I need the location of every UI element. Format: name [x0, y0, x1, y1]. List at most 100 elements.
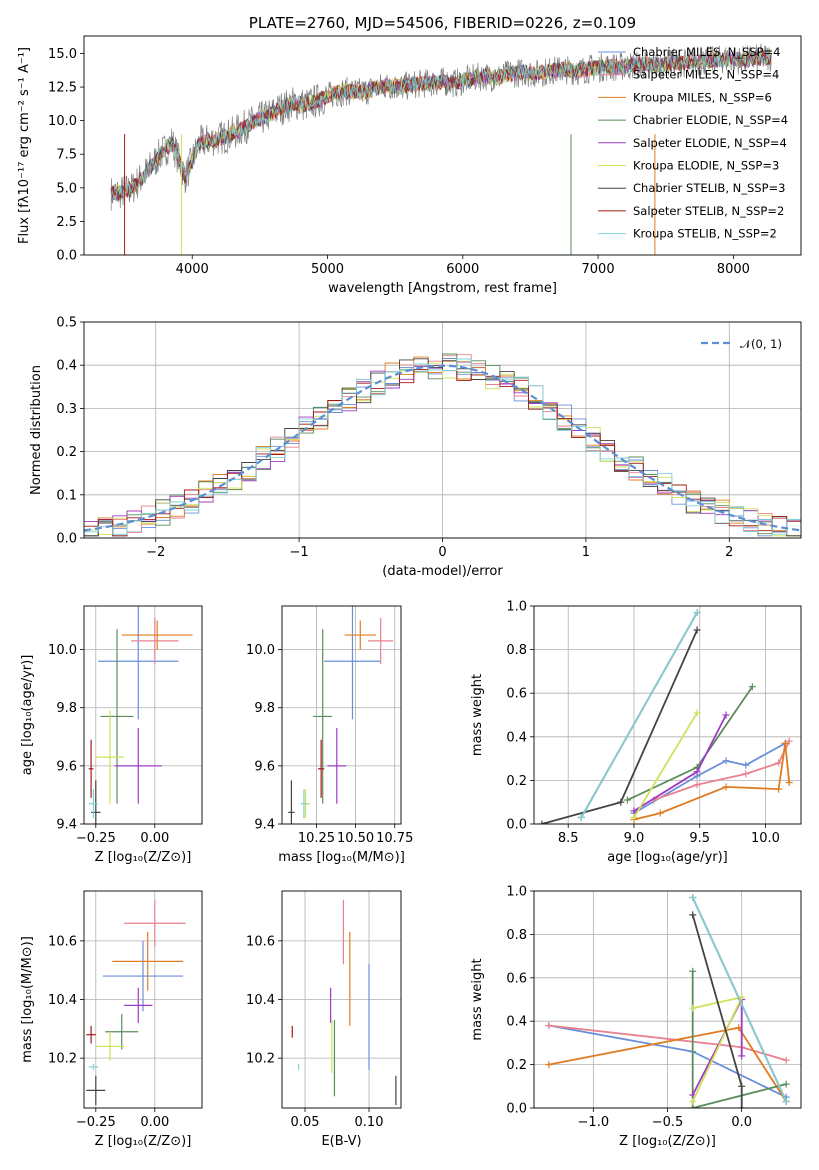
- legend-label: Kroupa MILES, N_SSP=6: [633, 90, 772, 104]
- y-tick-label: 10.6: [48, 934, 77, 949]
- x-axis-label: age [log₁₀(age/yr)]: [607, 850, 728, 865]
- y-tick-label: 9.8: [254, 701, 275, 716]
- residuals-panel: −2 −1 0 1 2 0.0 0.1 0.2 0.3 0.4 0.5 (data-model)/er…: [29, 316, 802, 579]
- y-tick-label: 0.5: [56, 316, 77, 331]
- x-tick-label: 8000: [717, 262, 750, 277]
- x-tick-label: 0.00: [140, 831, 169, 846]
- y-tick-label: 0.1: [56, 488, 77, 503]
- y-tick-label: 0.4: [506, 1015, 527, 1030]
- spectrum-panel: 4000 5000 6000 7000 8000 0.0 2.5 5.0 7.5 10.0 12.5…: [17, 14, 802, 296]
- x-tick-label: 4000: [176, 262, 209, 277]
- normal-curve-line: [84, 364, 801, 532]
- weight-line-salpeter_elodie: [633, 714, 727, 812]
- axes-frame: [83, 321, 802, 539]
- legend-label: Chabrier STELIB, N_SSP=3: [633, 181, 785, 195]
- y-tick-label: 9.4: [254, 818, 275, 833]
- y-tick-label: 0.8: [506, 928, 527, 943]
- y-tick-label: 9.8: [56, 701, 77, 716]
- weight_vs_age-panel: 8.5 9.0 9.5 10.0 0.0 0.2 0.4 0.6 0.8 1.0 age [log₁…: [470, 600, 802, 865]
- axes-frame: [83, 35, 802, 256]
- axes-frame: [281, 605, 402, 825]
- x-axis-label: Z [log₁₀(Z/Z⊙)]: [95, 850, 192, 865]
- y-axis-label: mass weight: [470, 958, 485, 1040]
- weight-line-kroupa_elodie: [691, 996, 744, 1102]
- x-tick-label: 0: [438, 545, 446, 560]
- x-tick-label: 0.00: [140, 1115, 169, 1130]
- legend-label: Chabrier ELODIE, N_SSP=4: [633, 113, 788, 127]
- y-tick-label: 10.0: [246, 643, 275, 658]
- y-tick-label: 12.5: [48, 81, 77, 96]
- y-tick-label: 2.5: [56, 215, 77, 230]
- weight_vs_z-plot-area: [545, 894, 790, 1108]
- y-axis-label: age [log₁₀(age/yr)]: [20, 655, 35, 776]
- y-tick-label: 0.6: [506, 687, 527, 702]
- age_vs_z-plot-area: [88, 606, 193, 824]
- legend-label: Kroupa ELODIE, N_SSP=3: [633, 159, 779, 173]
- x-axis-label: wavelength [Angstrom, rest frame]: [328, 281, 557, 296]
- weight-line-kroupa_elodie: [633, 712, 698, 818]
- y-tick-label: 0.6: [506, 971, 527, 986]
- weight_vs_age-plot-area: [538, 609, 793, 824]
- age_vs_z-panel: −0.25 0.00 9.4 9.6 9.8 10.0 Z [log₁₀(Z/Z⊙)] age…: [20, 605, 203, 865]
- y-tick-label: 0.0: [56, 249, 77, 264]
- weight-line-kroupa_stelib: [691, 897, 788, 1102]
- x-tick-label: 0.10: [355, 1115, 384, 1130]
- legend-label: 𝒩(0, 1): [740, 337, 782, 351]
- x-axis-label: mass [log₁₀(M/M⊙)]: [278, 850, 405, 865]
- y-tick-label: 0.4: [506, 730, 527, 745]
- mass_vs_z-plot-area: [86, 899, 186, 1106]
- spectrum-plot-area: [110, 43, 772, 255]
- x-tick-label: −1.0: [578, 1115, 610, 1130]
- x-tick-label: 10.75: [376, 831, 413, 846]
- x-tick-label: −0.25: [76, 831, 116, 846]
- residuals-plot-area: [84, 353, 801, 537]
- mass_vs_ebv-plot-area: [291, 899, 397, 1106]
- legend: 𝒩(0, 1): [701, 337, 782, 351]
- y-tick-label: 10.6: [246, 934, 275, 949]
- y-tick-label: 10.2: [48, 1052, 77, 1067]
- y-tick-label: 0.3: [56, 402, 77, 417]
- axes-frame: [281, 890, 402, 1109]
- weight-line-chabrier_stelib: [541, 629, 698, 824]
- x-tick-label: 5000: [311, 262, 344, 277]
- age_vs_mass-panel: 10.25 10.50 10.75 9.4 9.6 9.8 10.0 mass [log₁₀(…: [246, 605, 413, 865]
- age_vs_mass-plot-area: [288, 606, 394, 824]
- y-tick-label: 9.6: [254, 759, 275, 774]
- x-tick-label: −1: [290, 545, 309, 560]
- x-tick-label: 10.25: [298, 831, 335, 846]
- axes-frame: [83, 890, 203, 1109]
- histogram-salpeter_stelib: [84, 365, 801, 537]
- x-axis-label: (data-model)/error: [382, 564, 503, 579]
- axes-frame: [83, 605, 203, 825]
- y-tick-label: 10.2: [246, 1052, 275, 1067]
- weight-line-chabrier_elodie: [691, 971, 787, 1108]
- legend-label: Salpeter ELODIE, N_SSP=4: [633, 136, 787, 150]
- y-tick-label: 0.8: [506, 643, 527, 658]
- x-tick-label: 0.05: [291, 1115, 320, 1130]
- y-tick-label: 0.2: [506, 774, 527, 789]
- x-axis-label: Z [log₁₀(Z/Z⊙)]: [95, 1134, 192, 1149]
- weight-line-kroupa_stelib: [580, 612, 698, 818]
- y-tick-label: 7.5: [56, 148, 77, 163]
- x-axis-label: Z [log₁₀(Z/Z⊙)]: [619, 1134, 716, 1149]
- mass_vs_z-panel: −0.25 0.00 10.2 10.4 10.6 Z [log₁₀(Z/Z⊙)] mass…: [20, 890, 203, 1149]
- y-axis-label: mass weight: [470, 674, 485, 756]
- y-tick-label: 10.4: [48, 993, 77, 1008]
- y-tick-label: 0.2: [56, 445, 77, 460]
- axes-frame: [533, 605, 802, 825]
- mass_vs_ebv-panel: 0.05 0.10 10.2 10.4 10.6 E(B-V): [246, 890, 402, 1149]
- x-tick-label: 2: [725, 545, 733, 560]
- legend-label: Salpeter MILES, N_SSP=4: [633, 68, 779, 82]
- y-tick-label: 10.4: [246, 993, 275, 1008]
- y-tick-label: 9.6: [56, 759, 77, 774]
- y-axis-label: Flux [fλ10⁻¹⁷ erg cm⁻² s⁻¹ A⁻¹]: [17, 47, 32, 244]
- y-axis-label: Normed distribution: [29, 365, 44, 495]
- x-tick-label: 10.0: [751, 831, 780, 846]
- x-tick-label: 9.0: [624, 831, 645, 846]
- x-tick-label: 0.0: [731, 1115, 752, 1130]
- legend-label: Chabrier MILES, N_SSP=4: [633, 45, 780, 59]
- y-tick-label: 0.2: [506, 1058, 527, 1073]
- y-tick-label: 1.0: [506, 885, 527, 900]
- legend: Chabrier MILES, N_SSP=4 Salpeter MILES, N…: [598, 45, 788, 241]
